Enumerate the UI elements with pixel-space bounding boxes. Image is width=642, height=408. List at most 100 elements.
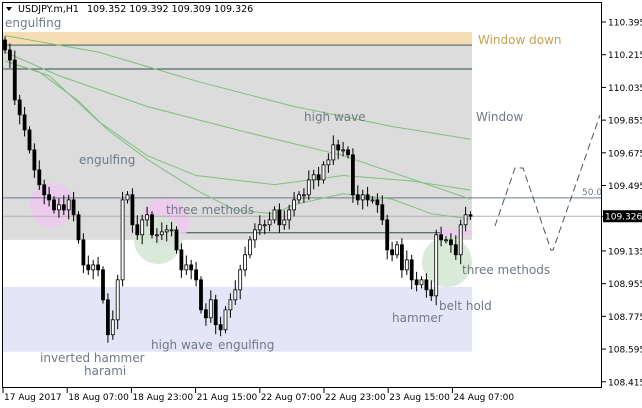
candle-body (37, 169, 42, 186)
candle-body (404, 259, 409, 271)
candle (390, 241, 395, 262)
y-tick-label: 109.855 (608, 117, 642, 127)
candle (228, 293, 233, 318)
candle-body (218, 324, 223, 331)
candle-body (47, 194, 51, 201)
moving-average-4 (4, 60, 471, 220)
pattern-label: belt hold (439, 299, 492, 313)
candle (125, 191, 130, 204)
x-tick-label: 22 Aug 23:00 (325, 393, 386, 403)
candle (375, 193, 380, 213)
candle (321, 161, 326, 184)
candle-body (316, 174, 321, 181)
moving-average-2 (4, 51, 471, 200)
pattern-label: Window down (478, 33, 562, 47)
candle-body (419, 279, 424, 286)
candle (199, 276, 203, 314)
candle (66, 194, 71, 220)
candle (316, 166, 321, 187)
candle (213, 294, 218, 335)
candle-body (3, 39, 7, 51)
candle-body (169, 229, 174, 232)
candle-body (434, 234, 439, 297)
candle-body (115, 279, 120, 321)
candle (22, 106, 27, 137)
candle (52, 196, 56, 214)
pattern-label: engulfing (218, 338, 274, 352)
candle (96, 256, 100, 277)
candle-body (238, 269, 243, 291)
candle-body (321, 164, 326, 181)
candle-body (7, 49, 12, 61)
candle (301, 188, 306, 203)
candle (110, 310, 115, 340)
candle (218, 316, 223, 337)
candle-body (203, 309, 208, 319)
candle-body (106, 299, 110, 336)
candle (37, 160, 42, 190)
candle (311, 169, 316, 190)
candle (468, 211, 473, 220)
candle (252, 223, 257, 248)
candle (184, 255, 189, 275)
candle (360, 189, 365, 210)
candle (399, 238, 404, 278)
candle-body (395, 244, 399, 256)
candle (189, 259, 194, 280)
candle-body (257, 224, 262, 231)
candle (395, 241, 399, 259)
candle-body (194, 269, 199, 281)
triangle-down-icon[interactable] (6, 7, 12, 11)
candle-body (199, 279, 203, 311)
candle (208, 290, 213, 323)
x-tick-label: 23 Aug 15:00 (389, 393, 450, 403)
candle-body (154, 234, 159, 237)
pattern-label: high wave (151, 338, 213, 352)
candle-body (350, 154, 355, 196)
candle-body (385, 219, 390, 251)
x-tick-label: 21 Aug 15:00 (197, 393, 258, 403)
candle-body (86, 264, 91, 271)
candle-body (468, 214, 473, 217)
candle-body (458, 224, 463, 256)
candle-body (429, 289, 434, 297)
candle (179, 243, 184, 278)
candle (306, 170, 311, 200)
candle (424, 273, 429, 298)
candle-body (110, 319, 115, 336)
candle (32, 143, 37, 178)
candle-body (272, 209, 277, 221)
candle-body (370, 199, 375, 202)
candle (115, 274, 120, 330)
candle (57, 198, 61, 218)
candle-body (208, 299, 213, 319)
candle (106, 293, 110, 343)
candle (331, 135, 336, 165)
candle-body (27, 129, 32, 151)
x-tick-label: 18 Aug 07:00 (68, 393, 129, 403)
candle-body (32, 149, 37, 171)
candle (120, 191, 125, 287)
candle (12, 50, 17, 106)
candle (272, 206, 277, 224)
candle (76, 211, 81, 244)
candle-body (444, 239, 448, 242)
candle (61, 195, 66, 215)
candle (326, 153, 331, 173)
candle-body (277, 209, 282, 226)
candle (336, 139, 341, 160)
candle (86, 255, 91, 275)
candle (233, 280, 238, 305)
candle (243, 246, 248, 277)
moving-average-1 (4, 35, 471, 140)
candle (346, 146, 350, 159)
candle-body (174, 229, 179, 251)
candle-body (453, 244, 458, 256)
candle-body (145, 214, 150, 221)
candle-body (101, 269, 105, 301)
candle (385, 214, 390, 260)
candle-body (76, 214, 81, 241)
pattern-label: Window (476, 110, 524, 124)
candle (282, 210, 287, 230)
